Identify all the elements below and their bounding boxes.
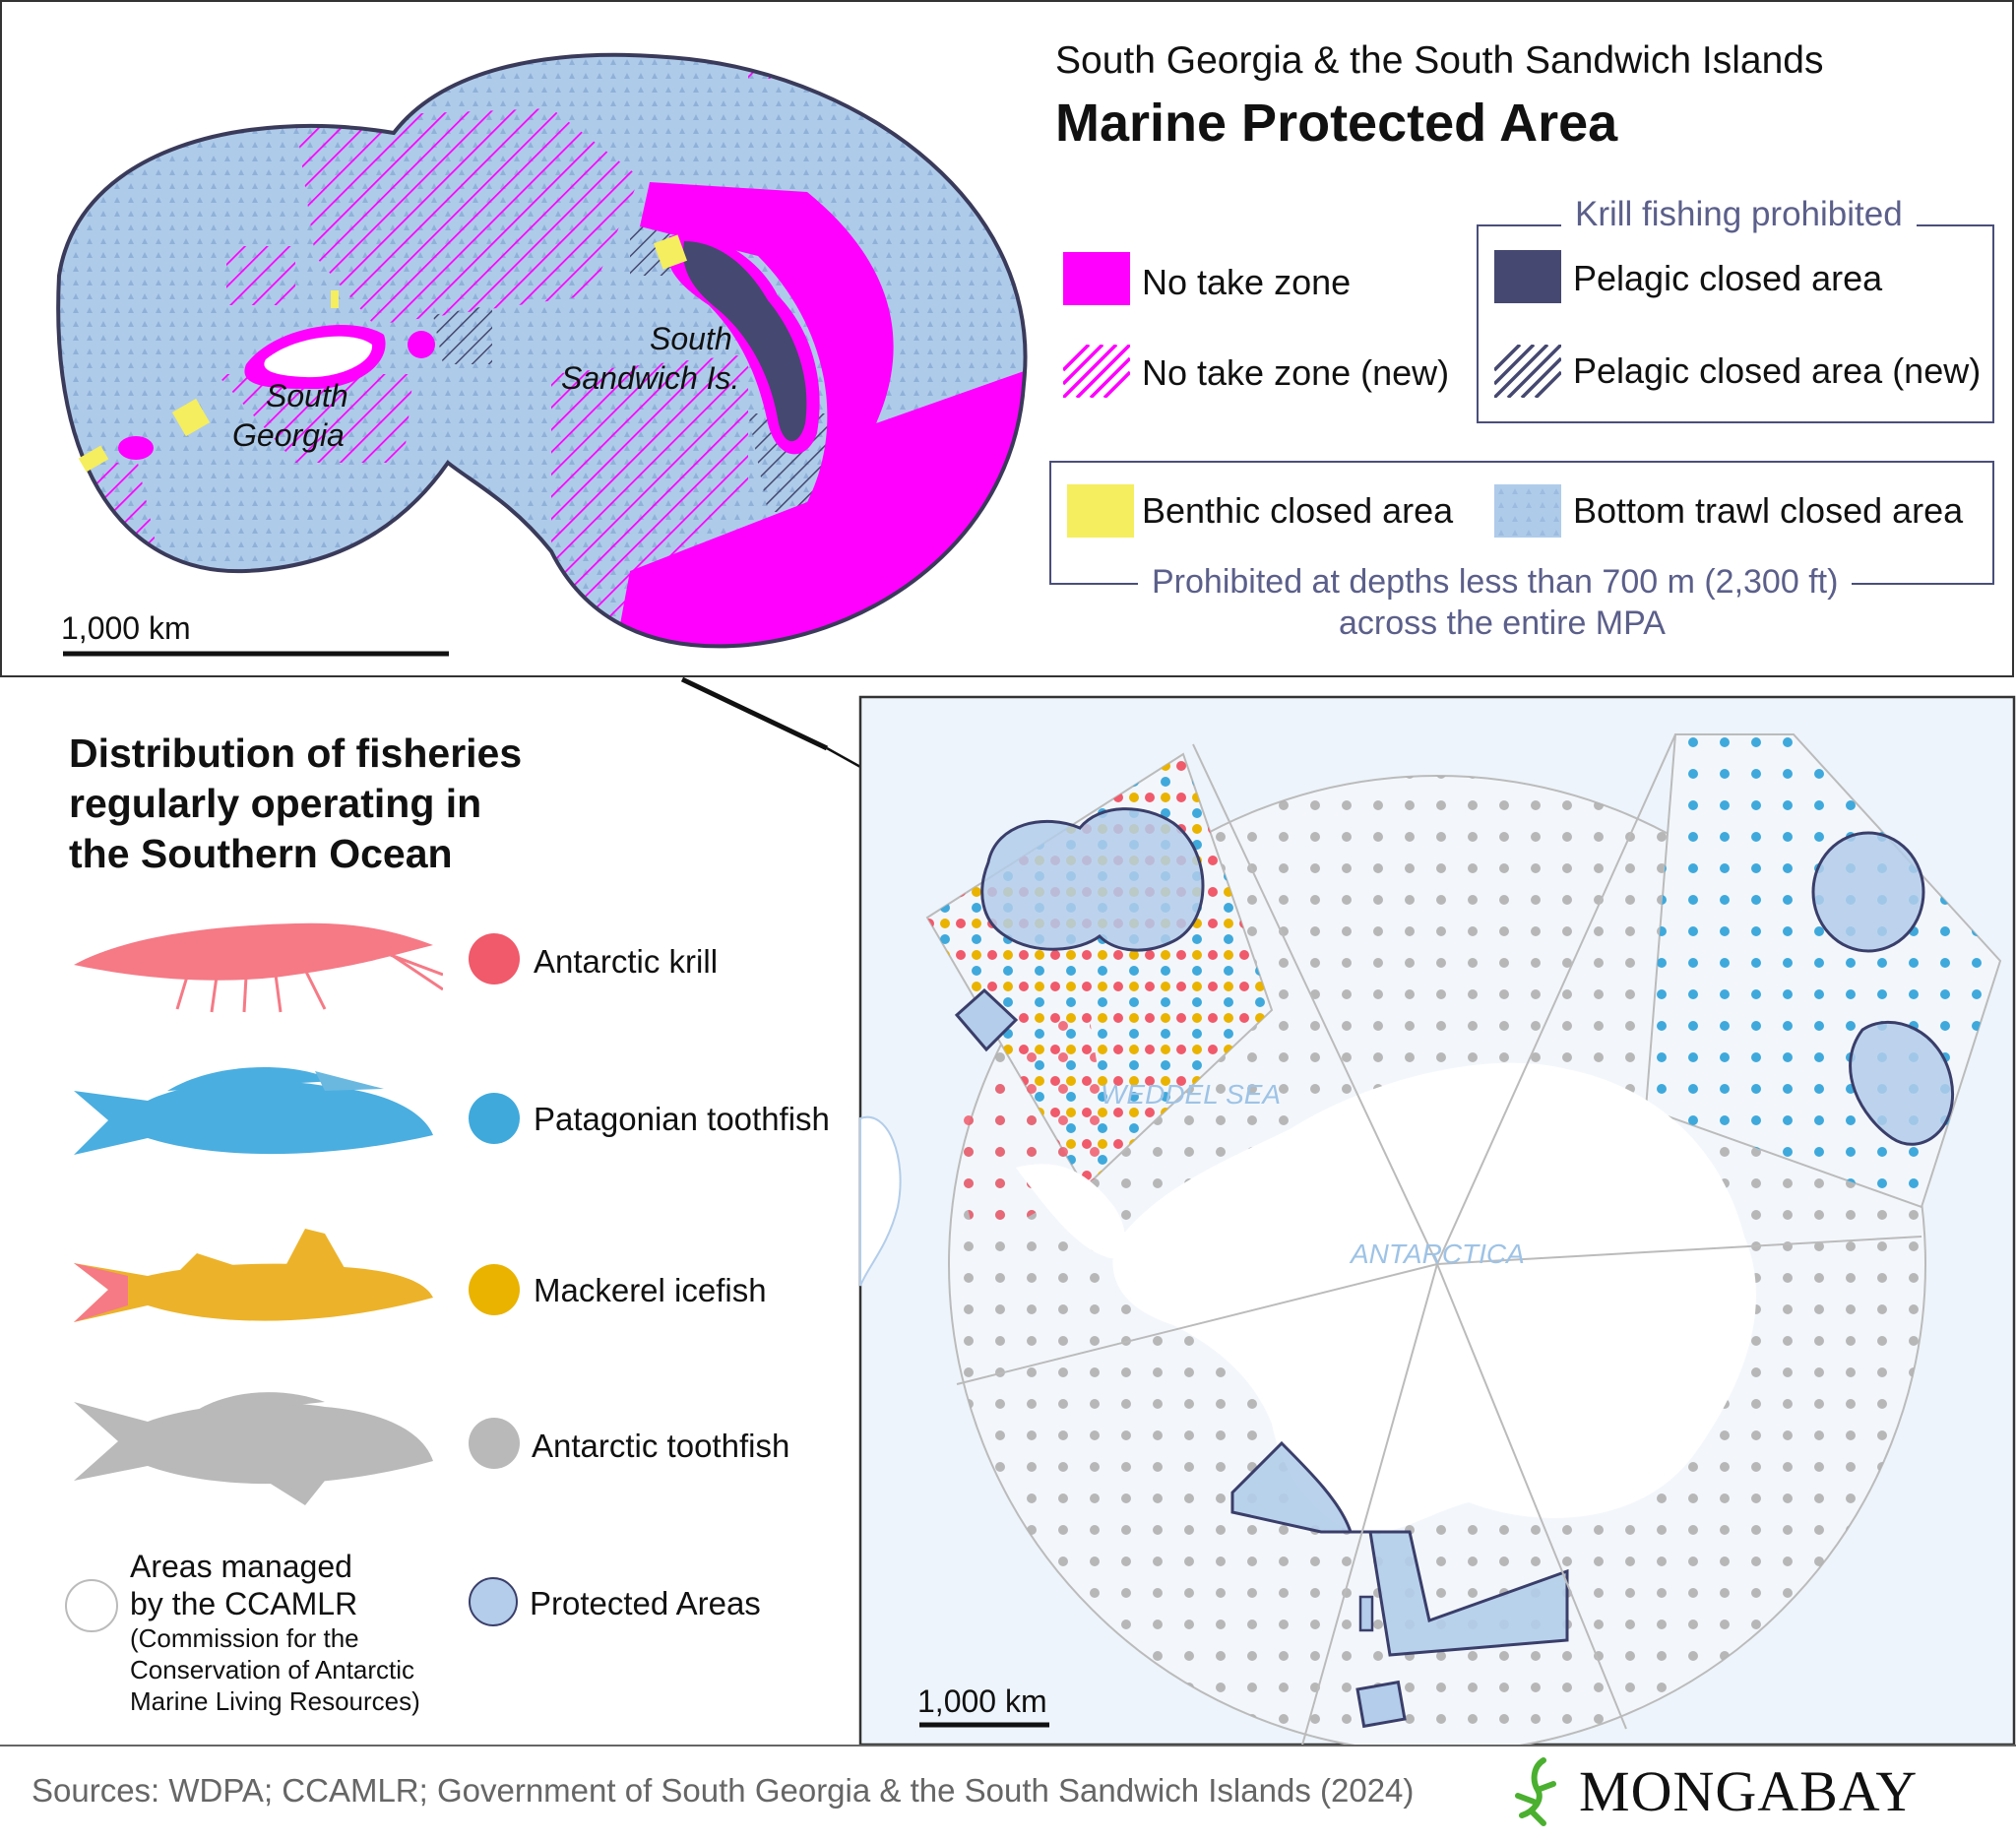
no-take-new-region <box>226 246 295 305</box>
mpa-boundary <box>56 52 1028 649</box>
ccamlr-label-line: Areas managed <box>130 1549 352 1584</box>
pelagic-new-label: Pelagic closed area (new) <box>1573 350 1982 391</box>
fisheries-title-line: the Southern Ocean <box>69 831 453 876</box>
ccamlr-note-line: Conservation of Antarctic <box>130 1655 415 1684</box>
protected-label: Protected Areas <box>530 1585 761 1621</box>
no-take-label: No take zone <box>1142 262 1352 302</box>
antarctica-label: ANTARCTICA <box>1351 1239 1525 1269</box>
footer-divider <box>0 1745 2016 1747</box>
no-take-new-region <box>551 354 748 630</box>
southern-ocean-map <box>858 695 2016 1747</box>
ccamlr-note-line: (Commission for the <box>130 1623 359 1653</box>
benthic-swatch <box>1067 484 1134 538</box>
no-take-zone <box>610 182 1026 647</box>
fisheries-title-line: Distribution of fisheries <box>69 730 523 776</box>
heard-mcdonald-mpa <box>1849 1020 1954 1146</box>
ross-sea-mpa <box>1230 1440 1569 1657</box>
depth-note-1: Prohibited at depths less than 700 m (2,… <box>1138 563 1853 602</box>
pelagic-new-region <box>433 305 492 364</box>
krill-dot <box>469 933 520 985</box>
mackerel-icefish-illustration <box>74 1229 433 1322</box>
antarctic-toothfish-label: Antarctic toothfish <box>532 1428 790 1464</box>
ccamlr-label-line: by the CCAMLR <box>130 1586 358 1621</box>
shag-rocks-no-take <box>408 331 435 358</box>
icefish-dot <box>469 1264 520 1315</box>
antarctic-toothfish-dot <box>469 1418 520 1469</box>
fisheries-title-line: regularly operating in <box>69 781 482 826</box>
ccamlr-label: Areas managed by the CCAMLR (Commission … <box>130 1548 420 1717</box>
benthic-label: Benthic closed area <box>1142 490 1454 531</box>
mpa-map <box>56 52 1028 657</box>
no-take-new-label: No take zone (new) <box>1142 352 1450 393</box>
sources-text: Sources: WDPA; CCAMLR; Government of Sou… <box>32 1772 1415 1809</box>
bottom-trawl-swatch <box>1494 484 1561 538</box>
ross-sea-mpa-part <box>1355 1680 1407 1729</box>
benthic-area <box>78 445 109 473</box>
antarctic-toothfish-illustration <box>74 1392 433 1505</box>
south-georgia-label-2: Georgia <box>232 417 345 453</box>
icefish-label: Mackerel icefish <box>534 1272 767 1308</box>
clerke-rocks-no-take <box>118 436 154 460</box>
weddel-sea-label: WEDDEL SEA <box>1101 1079 1282 1110</box>
bottom-trawl-label: Bottom trawl closed area <box>1573 490 1964 531</box>
top-scale-label: 1,000 km <box>61 610 191 646</box>
pelagic-label: Pelagic closed area <box>1573 258 1883 298</box>
prince-edward-mpa <box>1811 831 1925 953</box>
patagonian-toothfish-illustration <box>74 1067 433 1155</box>
fisheries-title: Distribution of fisheries regularly oper… <box>69 729 522 879</box>
benthic-area <box>331 290 339 308</box>
gecko-logo-icon <box>1515 1757 1556 1826</box>
benthic-area <box>171 398 211 437</box>
ross-sea-mpa-part <box>1358 1595 1374 1632</box>
no-take-new-region <box>295 108 640 325</box>
ccamlr-note-line: Marine Living Resources) <box>130 1686 420 1716</box>
south-sandwich-label-1: South <box>650 321 732 356</box>
pelagic-closed-area <box>683 241 807 442</box>
south-georgia-label-1: South <box>266 378 348 413</box>
pelagic-new-swatch <box>1494 345 1561 398</box>
benthic-area <box>653 234 688 270</box>
south-america <box>859 1115 902 1287</box>
bottom-scale-label: 1,000 km <box>917 1683 1047 1719</box>
no-take-new-region <box>217 374 413 463</box>
no-take-new-swatch <box>1063 345 1130 398</box>
pelagic-swatch <box>1494 250 1561 303</box>
sg-mpa-inset <box>980 807 1205 952</box>
patagonian-dot <box>469 1093 520 1144</box>
mpa-title-line1: South Georgia & the South Sandwich Islan… <box>1055 39 1824 82</box>
ccamlr-swatch <box>65 1579 118 1632</box>
antarctica-landmass <box>1112 1062 1756 1535</box>
depth-note-2: across the entire MPA <box>1339 604 1666 642</box>
protected-swatch <box>469 1577 518 1626</box>
krill-illustration <box>74 922 443 1013</box>
south-sandwich-label-2: Sandwich Is. <box>561 360 740 396</box>
mpa-title-line2: Marine Protected Area <box>1055 94 1618 153</box>
patagonian-label: Patagonian toothfish <box>534 1101 830 1137</box>
south-orkney-mpa <box>954 987 1019 1052</box>
mongabay-brand: MONGABAY <box>1579 1759 1919 1823</box>
south-georgia-island <box>264 336 373 378</box>
krill-group-title: Krill fishing prohibited <box>1561 195 1917 234</box>
no-take-swatch <box>1063 252 1130 305</box>
krill-label: Antarctic krill <box>534 943 719 980</box>
